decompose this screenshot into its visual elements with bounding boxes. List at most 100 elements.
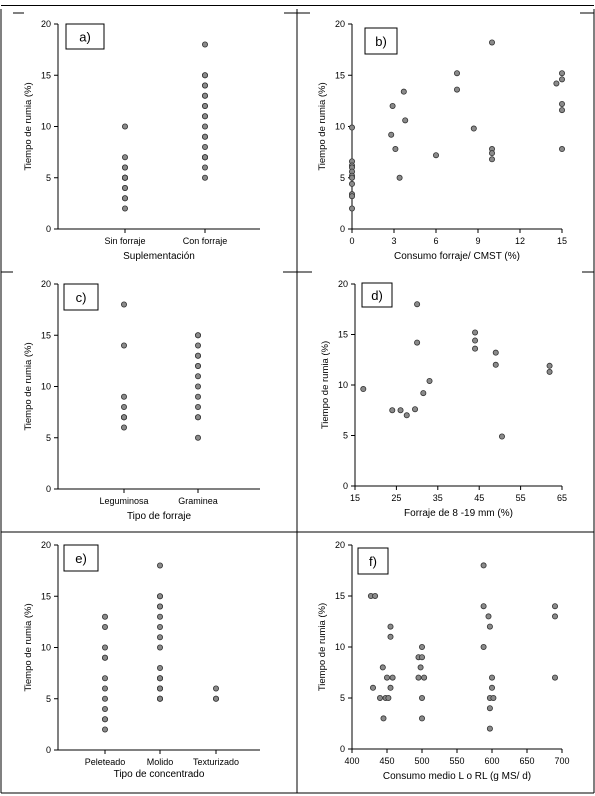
data-point [121,393,128,400]
data-point [559,107,566,114]
chart-panel-1: 0 5 10 15 20 Sin forraje Con forraje Suplementa… [23,19,260,262]
data-point [102,654,109,661]
y-tick-label: 20 [335,540,345,550]
y-tick-label: 20 [41,19,51,29]
x-tick-label: 35 [433,493,443,503]
data-point [383,674,390,681]
data-point [194,414,201,421]
data-point [121,342,128,349]
data-point [156,562,163,569]
data-point [194,352,201,359]
y-tick-label: 20 [338,279,348,289]
data-point [122,205,129,212]
data-point [412,406,419,413]
data-point [546,368,553,375]
data-point [418,644,425,651]
data-point [102,695,109,702]
x-tick-label: 9 [475,236,480,246]
y-tick-label: 5 [46,173,51,183]
data-point [201,123,208,130]
data-point [348,205,355,212]
data-point [392,146,399,153]
y-axis-title: Tiempo de rumia (%) [320,341,331,429]
x-tick-label: 65 [557,493,567,503]
data-point [546,362,553,369]
data-point [486,623,493,630]
data-point [122,164,129,171]
data-point [194,403,201,410]
y-tick-label: 0 [46,224,51,234]
y-tick-label: 5 [340,173,345,183]
data-point [486,725,493,732]
data-point [559,146,566,153]
data-point [348,124,355,131]
data-point [156,665,163,672]
data-point [156,593,163,600]
data-point [122,154,129,161]
y-axis-title: Tiempo de rumia (%) [23,82,34,170]
x-tick-label: 15 [557,236,567,246]
data-point [432,152,439,159]
data-point [553,80,560,87]
data-point [387,623,394,630]
data-point [492,361,499,368]
y-tick-label: 0 [46,745,51,755]
data-point [414,301,421,308]
data-point [121,301,128,308]
chart-panel-2: 0 5 10 15 20 0 3 6 9 12 15 Consumo forraje/ CMST (%… [317,19,567,262]
data-point [121,424,128,431]
data-point [201,103,208,110]
data-point [403,412,410,419]
x-tick-label: 6 [433,236,438,246]
panel-label: a) [79,30,91,45]
data-point [559,100,566,107]
panel-label: e) [75,551,87,566]
data-point [387,633,394,640]
data-point [385,695,392,702]
data-point [488,674,495,681]
data-point [498,433,505,440]
data-point [485,613,492,620]
data-point [420,390,427,397]
chart-panel-5: 0 5 10 15 20 Peleteado Molido Texturizado Tipo d… [23,540,260,780]
data-point [102,685,109,692]
data-point [201,113,208,120]
data-point [552,674,559,681]
y-tick-label: 5 [46,433,51,443]
data-point [194,332,201,339]
data-point [470,125,477,132]
data-point [492,349,499,356]
x-tick-label: 500 [414,756,429,766]
data-point [488,156,495,163]
data-point [156,613,163,620]
data-point [102,644,109,651]
x-tick-label: 0 [349,236,354,246]
x-tick-label: 650 [519,756,534,766]
y-tick-label: 15 [335,591,345,601]
data-point [360,386,367,393]
data-point [472,337,479,344]
y-tick-label: 20 [41,540,51,550]
y-axis-title: Tiempo de rumia (%) [23,342,34,430]
y-tick-label: 10 [335,642,345,652]
data-point [559,76,566,83]
data-point [389,407,396,414]
data-point [380,715,387,722]
data-point [486,705,493,712]
data-point [102,726,109,733]
x-tick-label: 12 [515,236,525,246]
top-rule [1,5,594,6]
x-tick-label: 550 [449,756,464,766]
data-point [194,373,201,380]
x-axis-title: Forraje de 8 -19 mm (%) [404,508,513,519]
data-point [102,716,109,723]
data-point [488,684,495,691]
data-point [453,86,460,93]
data-point [194,342,201,349]
data-point [472,329,479,336]
data-point [156,603,163,610]
data-point [388,131,395,138]
data-point [122,174,129,181]
data-point [348,174,355,181]
